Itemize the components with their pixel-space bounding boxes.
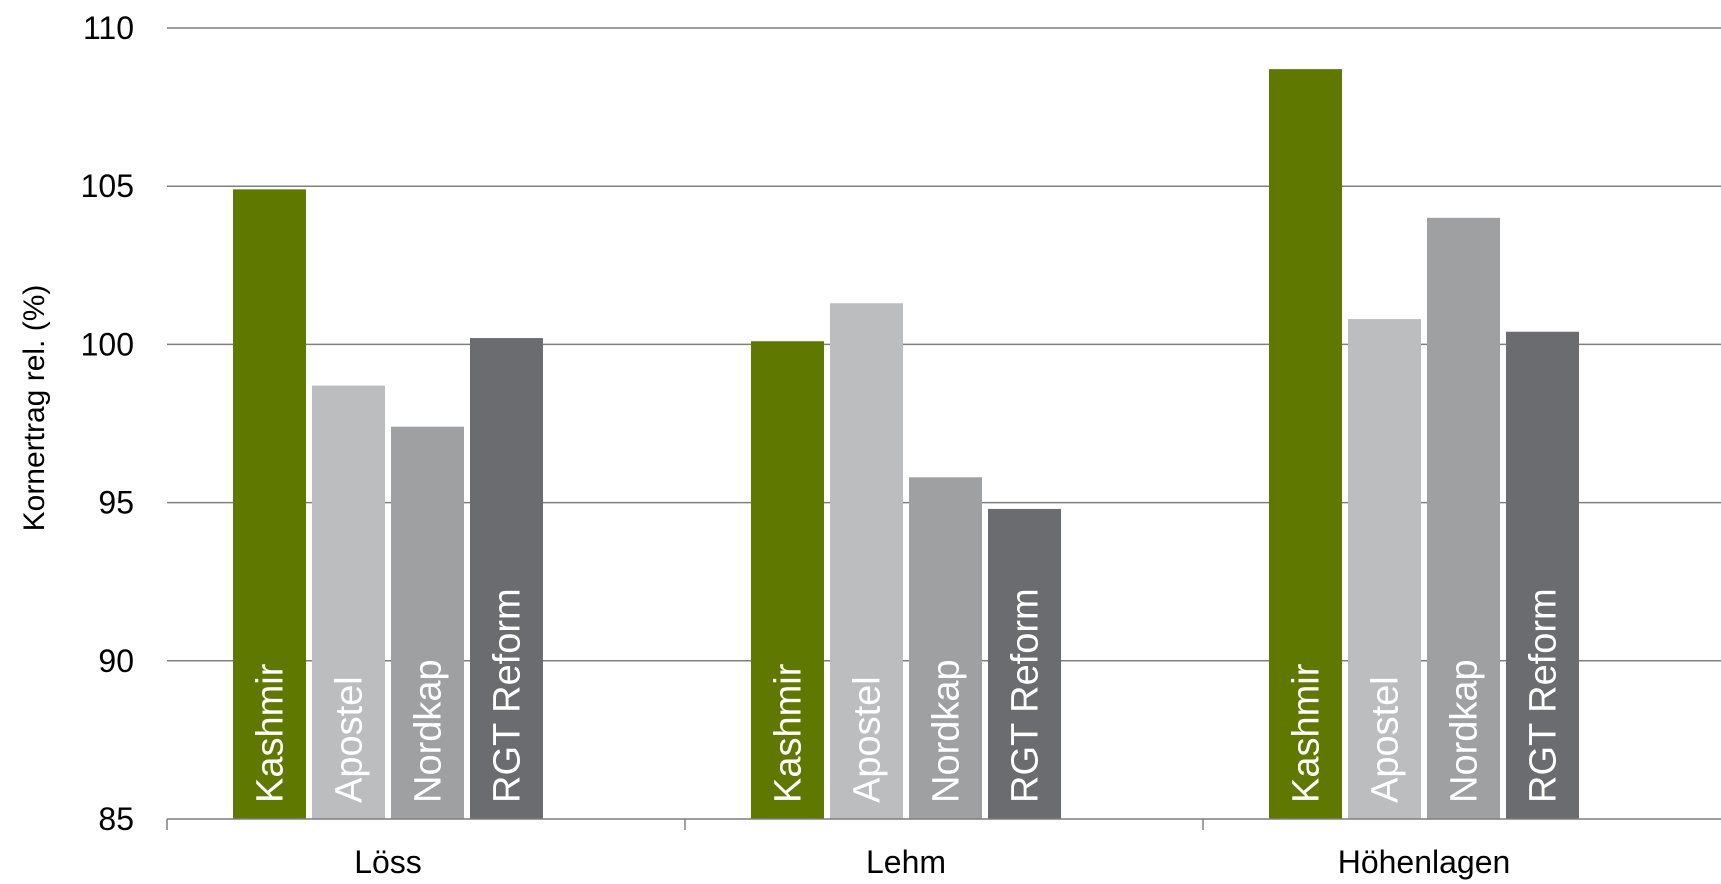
bar-apostel [1348, 319, 1421, 819]
bar-rgt-reform [470, 338, 543, 819]
bar-nordkap [391, 426, 464, 819]
category-label: Höhenlagen [1338, 844, 1511, 880]
bar-label: RGT Reform [1523, 588, 1565, 803]
bars: Kashmir Apostel Nordkap RGT Reform Kashmir Ap… [233, 69, 1579, 820]
y-tick-label: 100 [81, 326, 134, 362]
bar-kashmir [1269, 69, 1342, 819]
bar-label: RGT Reform [1005, 588, 1047, 803]
category-label: Löss [354, 844, 422, 880]
y-axis-label: Kornertrag rel. (%) [18, 285, 51, 532]
bar-apostel [830, 303, 903, 819]
bar-kashmir [233, 189, 306, 819]
bar-label: Kashmir [768, 663, 810, 803]
y-tick-label: 95 [98, 485, 134, 521]
bar-rgt-reform [988, 508, 1061, 819]
bar-kashmir [751, 341, 824, 819]
bar-nordkap [909, 477, 982, 819]
category-label: Lehm [866, 844, 946, 880]
y-tick-label: 90 [98, 643, 134, 679]
bar-label: Apostel [847, 676, 889, 803]
y-tick-label: 110 [83, 10, 134, 46]
bar-apostel [312, 385, 385, 819]
bar-rgt-reform [1506, 331, 1579, 819]
bar-label: Nordkap [1444, 659, 1486, 803]
bar-label: Nordkap [408, 659, 450, 803]
bar-label: RGT Reform [487, 588, 529, 803]
bar-label: Nordkap [926, 659, 968, 803]
x-axis [166, 818, 1721, 830]
bar-label: Apostel [329, 676, 371, 803]
y-tick-labels: 85 90 95 100 105 110 [81, 10, 134, 837]
bar-label: Kashmir [250, 663, 292, 803]
y-tick-label: 105 [81, 168, 134, 204]
bar-nordkap [1427, 217, 1500, 820]
y-tick-label: 85 [98, 801, 134, 837]
category-labels: Löss Lehm Höhenlagen [354, 844, 1510, 880]
bar-label: Kashmir [1286, 663, 1328, 803]
bar-label: Apostel [1365, 676, 1407, 803]
